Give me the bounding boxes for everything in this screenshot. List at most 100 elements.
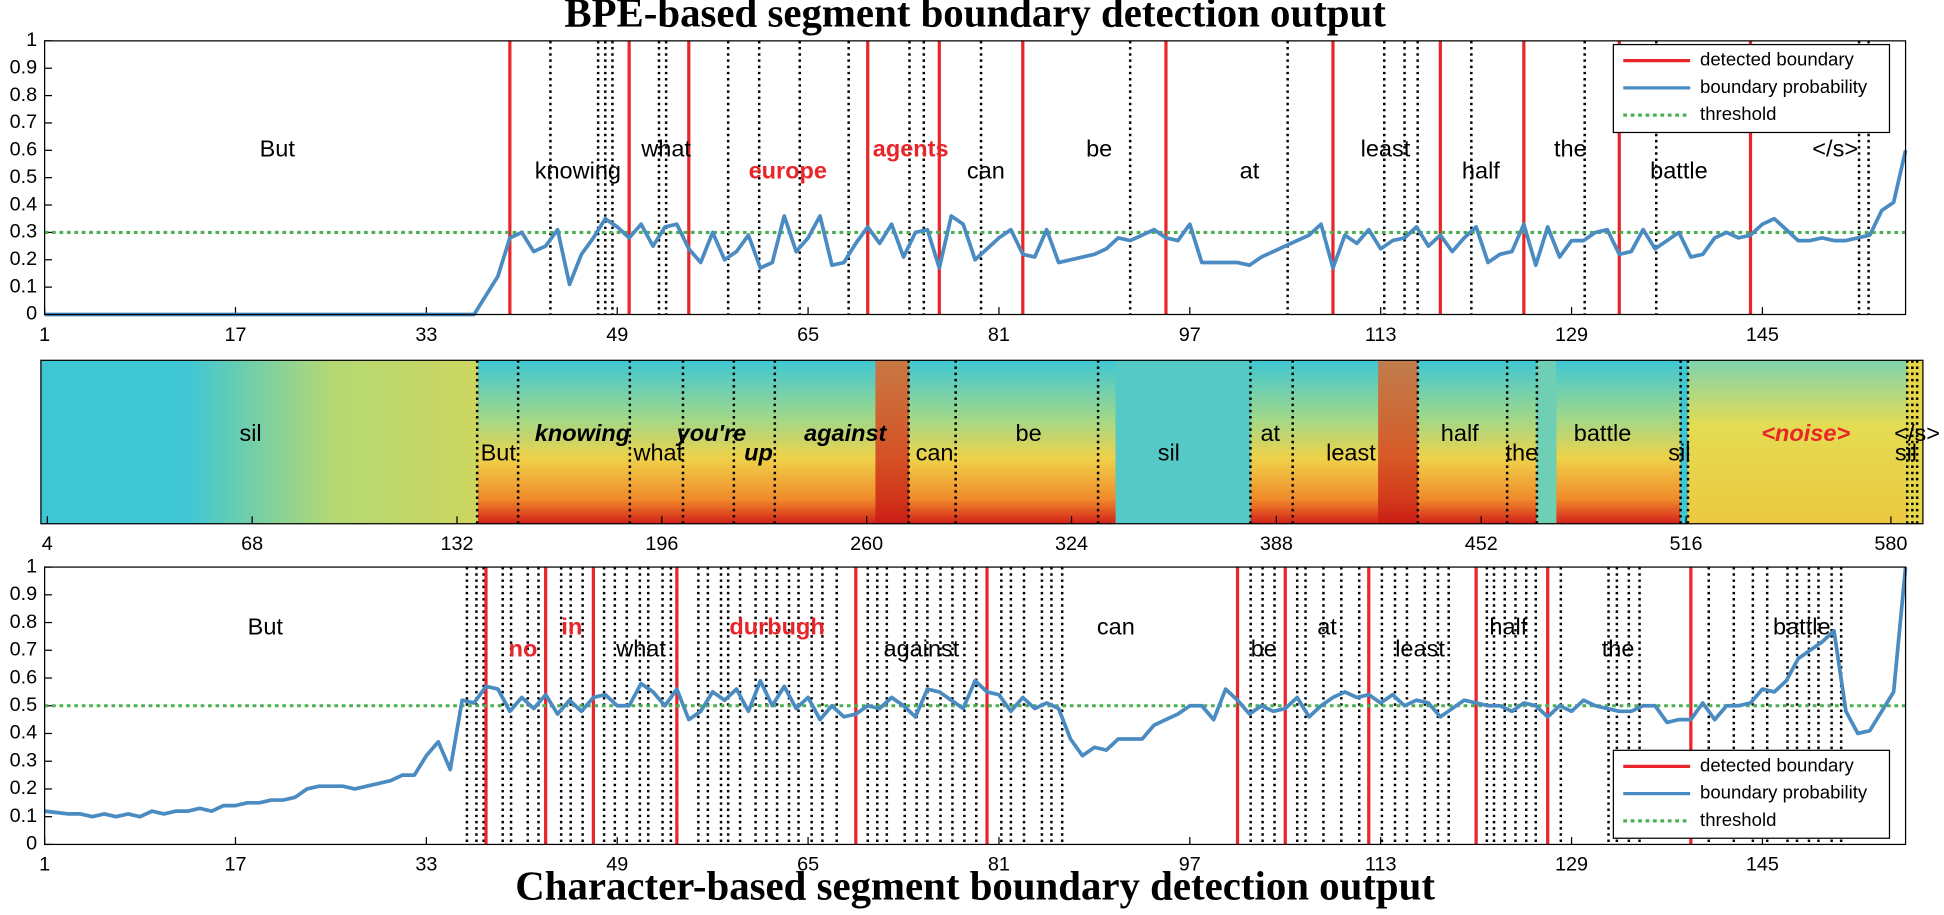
x-tick-label: 196	[645, 533, 678, 555]
x-tick-label: 81	[988, 854, 1010, 876]
x-tick-label: 97	[1179, 324, 1201, 346]
plot-area	[44, 40, 1906, 315]
y-tick-label: 0.5	[10, 694, 38, 716]
word-label: battle	[1773, 613, 1831, 639]
word-label: be	[1016, 420, 1042, 446]
y-tick-label: 0.5	[10, 166, 38, 188]
word-label: up	[744, 440, 773, 466]
chart-title: Character-based segment boundary detecti…	[515, 864, 1435, 909]
x-tick-label: 260	[850, 533, 883, 555]
x-tick-label: 33	[415, 324, 437, 346]
x-tick-label: 452	[1465, 533, 1498, 555]
x-tick-label: 580	[1874, 533, 1907, 555]
word-label: no	[509, 636, 538, 662]
word-label: what	[640, 136, 691, 162]
legend-label: boundary probability	[1700, 782, 1868, 803]
word-label: can	[916, 440, 954, 466]
y-tick-label: 0.2	[10, 777, 38, 799]
word-label: the	[1602, 636, 1635, 662]
word-label: But	[481, 440, 517, 466]
word-label: can	[1097, 613, 1135, 639]
y-tick-label: 0	[26, 833, 37, 855]
word-label: half	[1489, 613, 1527, 639]
word-label: least	[1361, 136, 1411, 162]
word-label: against	[804, 420, 887, 446]
legend-label: detected boundary	[1700, 49, 1854, 70]
word-label: sil	[1158, 440, 1180, 466]
y-tick-label: 0.7	[10, 639, 38, 661]
y-tick-label: 0.8	[10, 84, 38, 106]
y-tick-label: 1	[26, 555, 37, 577]
word-label: the	[1554, 136, 1587, 162]
word-label: half	[1462, 157, 1500, 183]
word-label: at	[1260, 420, 1280, 446]
y-tick-label: 0.3	[10, 221, 38, 243]
x-tick-label: 49	[606, 854, 628, 876]
x-tick-label: 129	[1555, 854, 1588, 876]
y-tick-label: 0.6	[10, 666, 38, 688]
legend-label: detected boundary	[1700, 754, 1854, 775]
word-label: battle	[1650, 157, 1708, 183]
x-tick-label: 388	[1260, 533, 1293, 555]
x-tick-label: 65	[797, 854, 819, 876]
legend-label: threshold	[1700, 809, 1776, 830]
y-tick-label: 0.4	[10, 722, 38, 744]
spectrogram-image	[40, 360, 1923, 524]
word-label: agents	[873, 136, 949, 162]
axes-box	[40, 359, 1924, 525]
word-label: least	[1395, 636, 1445, 662]
y-tick-label: 0.9	[10, 56, 38, 78]
word-label: the	[1506, 440, 1539, 466]
x-tick-label: 324	[1055, 533, 1088, 555]
word-label: europe	[749, 157, 827, 183]
word-label: battle	[1574, 420, 1632, 446]
word-label: durbugh	[729, 613, 824, 639]
legend-label: threshold	[1700, 103, 1776, 124]
word-label: against	[883, 636, 959, 662]
legend-label: boundary probability	[1700, 76, 1868, 97]
y-tick-label: 0.9	[10, 583, 38, 605]
x-tick-label: 113	[1365, 324, 1397, 346]
x-tick-label: 1	[39, 854, 50, 876]
word-label: be	[1086, 136, 1112, 162]
word-label: knowing	[535, 420, 630, 446]
x-tick-label: 145	[1746, 854, 1779, 876]
word-label: sil	[239, 420, 261, 446]
x-tick-label: 132	[440, 533, 473, 555]
word-label: at	[1240, 157, 1260, 183]
y-tick-label: 0	[26, 303, 37, 325]
x-tick-label: 129	[1555, 324, 1588, 346]
axes-box	[43, 566, 1907, 846]
word-label: half	[1441, 420, 1479, 446]
y-tick-label: 0.1	[10, 805, 38, 827]
y-tick-label: 0.7	[10, 111, 38, 133]
x-tick-label: 113	[1365, 854, 1397, 876]
word-label: <noise>	[1761, 420, 1850, 446]
x-tick-label: 516	[1670, 533, 1703, 555]
x-tick-label: 49	[606, 324, 628, 346]
word-label: be	[1251, 636, 1277, 662]
x-tick-label: 145	[1746, 324, 1779, 346]
word-label: </s>	[1894, 420, 1940, 446]
x-tick-label: 97	[1179, 854, 1201, 876]
y-tick-label: 1	[26, 29, 37, 51]
y-tick-label: 0.2	[10, 248, 38, 270]
x-tick-label: 17	[224, 324, 246, 346]
y-tick-label: 0.6	[10, 139, 38, 161]
word-label: in	[561, 613, 582, 639]
word-label: knowing	[535, 157, 621, 183]
word-label: what	[632, 440, 683, 466]
y-tick-label: 0.3	[10, 749, 38, 771]
x-tick-label: 33	[415, 854, 437, 876]
probability-line	[44, 566, 1908, 819]
word-label: at	[1317, 613, 1337, 639]
word-label: sil	[1668, 440, 1690, 466]
x-tick-label: 17	[224, 854, 246, 876]
word-label: least	[1326, 440, 1376, 466]
word-label: But	[248, 613, 284, 639]
axes-box	[43, 40, 1907, 316]
x-tick-label: 81	[988, 324, 1010, 346]
word-label: can	[967, 157, 1005, 183]
